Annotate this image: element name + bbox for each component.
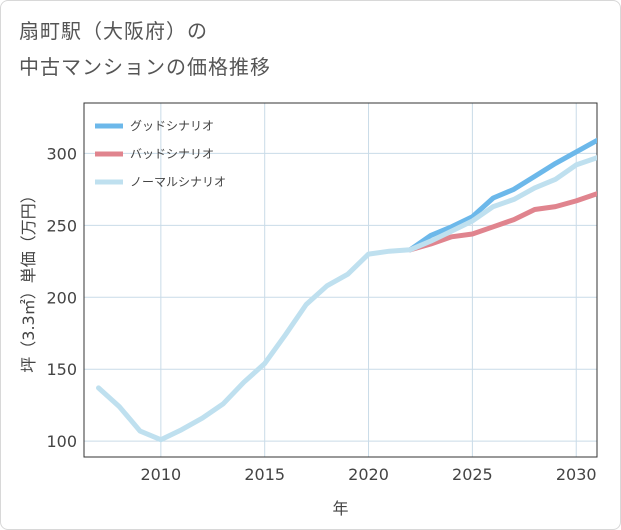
axis-ticks: 2010 2015 2020 2025 2030 100 150 200 250 300 bbox=[46, 144, 596, 484]
chart-title-line1: 扇町駅（大阪府）の bbox=[19, 19, 208, 43]
plot-area-frame bbox=[83, 102, 598, 458]
y-tick-label: 100 bbox=[46, 432, 77, 451]
legend-label-1: バッドシナリオ bbox=[130, 147, 214, 161]
y-tick-label: 150 bbox=[46, 360, 77, 379]
legend-label-0: グッドシナリオ bbox=[130, 119, 214, 133]
x-tick-label: 2030 bbox=[556, 465, 597, 484]
x-tick-label: 2010 bbox=[140, 465, 181, 484]
series-line-1 bbox=[407, 191, 597, 253]
series-line-2 bbox=[96, 155, 597, 443]
x-tick-label: 2025 bbox=[452, 465, 493, 484]
y-tick-label: 200 bbox=[46, 288, 77, 307]
x-tick-label: 2015 bbox=[244, 465, 285, 484]
x-axis-label: 年 bbox=[332, 499, 348, 518]
grid-lines bbox=[84, 103, 597, 457]
chart-title-line2: 中古マンションの価格推移 bbox=[19, 55, 271, 79]
legend-label-2: ノーマルシナリオ bbox=[130, 175, 226, 189]
y-axis-label: 坪（3.3㎡）単価（万円） bbox=[19, 187, 38, 372]
series-line-0 bbox=[407, 137, 597, 253]
series-lines bbox=[96, 137, 597, 443]
x-tick-label: 2020 bbox=[348, 465, 389, 484]
y-tick-label: 250 bbox=[46, 216, 77, 235]
y-tick-label: 300 bbox=[46, 144, 77, 163]
